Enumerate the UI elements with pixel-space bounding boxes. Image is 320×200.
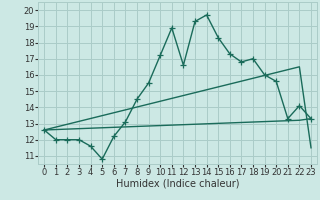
X-axis label: Humidex (Indice chaleur): Humidex (Indice chaleur) (116, 179, 239, 189)
